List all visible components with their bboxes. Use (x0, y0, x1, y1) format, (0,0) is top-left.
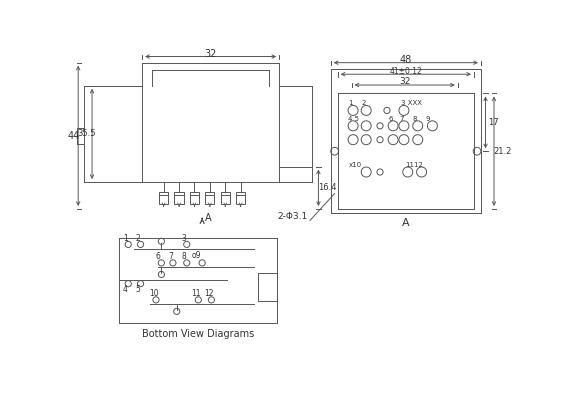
Text: 10: 10 (149, 289, 159, 298)
Text: 32: 32 (399, 78, 411, 86)
Text: 1112: 1112 (405, 162, 423, 168)
Text: 3 XXX: 3 XXX (401, 100, 422, 106)
Text: x10: x10 (348, 162, 361, 168)
Text: A: A (402, 218, 409, 228)
Text: 2: 2 (361, 100, 366, 106)
Text: 17: 17 (488, 118, 498, 127)
Text: 7: 7 (168, 252, 173, 261)
Text: 3: 3 (181, 234, 186, 243)
Text: A: A (205, 213, 212, 223)
Text: 6: 6 (156, 252, 160, 261)
Bar (205, 192, 215, 204)
Text: 8: 8 (182, 252, 186, 261)
Text: 4 5: 4 5 (348, 116, 359, 122)
Text: 5: 5 (135, 285, 140, 294)
Text: 9: 9 (425, 116, 430, 122)
Text: 21.2: 21.2 (493, 147, 512, 156)
Text: 2: 2 (136, 234, 140, 243)
Text: 32: 32 (204, 49, 217, 59)
Text: 6: 6 (388, 116, 393, 122)
Text: 7: 7 (399, 116, 404, 122)
Bar (220, 192, 230, 204)
Text: 48: 48 (400, 55, 412, 65)
Text: 35.5: 35.5 (78, 129, 96, 138)
Text: 44: 44 (67, 131, 80, 141)
Text: 16.4: 16.4 (319, 183, 337, 192)
Text: 4: 4 (123, 285, 127, 294)
Text: 2-Φ3.1: 2-Φ3.1 (277, 212, 307, 221)
Bar (190, 192, 199, 204)
Text: o9: o9 (192, 251, 202, 260)
Bar (159, 192, 168, 204)
Text: 1: 1 (123, 234, 128, 243)
Text: Bottom View Diagrams: Bottom View Diagrams (142, 329, 255, 339)
Text: 11: 11 (191, 289, 201, 298)
Text: 12: 12 (204, 289, 214, 298)
Text: 1: 1 (348, 100, 352, 106)
Bar (236, 192, 246, 204)
Text: 41±0.12: 41±0.12 (389, 67, 422, 76)
Text: 8: 8 (412, 116, 417, 122)
Bar (175, 192, 184, 204)
